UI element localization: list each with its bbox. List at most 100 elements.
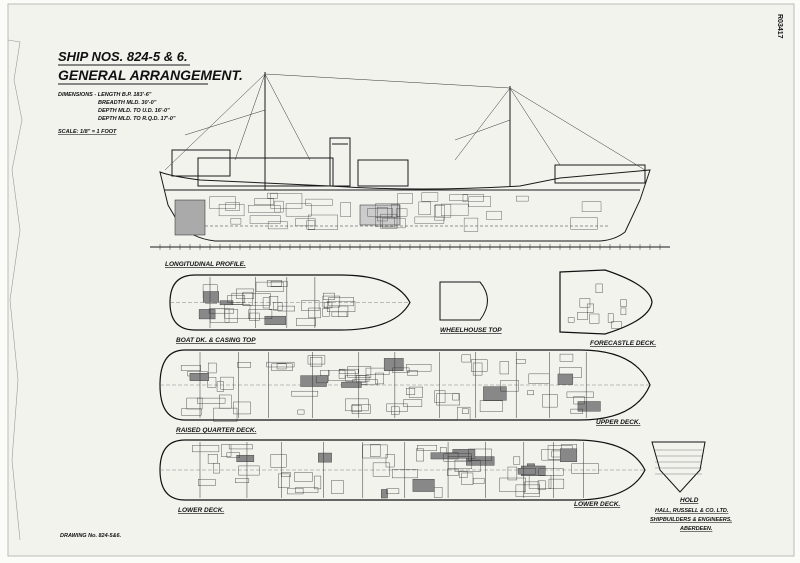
room	[339, 368, 359, 374]
compartment	[449, 194, 468, 201]
room	[249, 312, 260, 321]
room	[226, 452, 240, 458]
room	[318, 452, 332, 463]
room	[203, 291, 219, 303]
room	[416, 448, 424, 462]
view-label: HOLD	[680, 497, 699, 504]
compartment	[375, 203, 398, 218]
subtitle: GENERAL ARRANGEMENT.	[58, 67, 243, 83]
room	[386, 488, 400, 495]
room	[499, 477, 526, 492]
room	[310, 356, 323, 367]
compartment	[305, 198, 333, 206]
room	[180, 365, 202, 371]
compartment	[395, 208, 408, 217]
room	[457, 406, 471, 421]
room	[370, 444, 381, 457]
room	[483, 386, 507, 401]
view-label: UPPER DECK.	[596, 419, 641, 426]
room	[479, 400, 503, 412]
room	[570, 408, 583, 414]
room	[500, 380, 519, 392]
room	[573, 396, 585, 405]
forecastle-plan	[559, 269, 653, 335]
room	[461, 354, 471, 363]
room	[276, 363, 287, 370]
builder: SHIPBUILDERS & ENGINEERS,	[650, 517, 732, 523]
room	[446, 468, 459, 476]
room	[322, 308, 330, 317]
compartment	[249, 215, 281, 224]
room	[262, 297, 270, 309]
room	[294, 472, 313, 482]
builder: ABERDEEN.	[679, 526, 713, 532]
room	[237, 362, 251, 368]
compartment	[463, 217, 479, 232]
room	[242, 293, 271, 306]
room	[408, 386, 423, 398]
room	[314, 475, 322, 490]
view-label: BOAT DK. & CASING TOP	[176, 337, 256, 344]
room	[362, 444, 388, 459]
title: SHIP NOS. 824-5 & 6.	[58, 49, 188, 64]
view-label: LOWER DECK.	[178, 507, 224, 514]
dimension: DEPTH MLD. TO R.Q.D. 17'-0"	[98, 116, 176, 122]
room	[219, 394, 232, 409]
room	[524, 481, 540, 494]
compartment	[462, 194, 484, 202]
room	[308, 307, 321, 319]
hull-plan	[159, 349, 651, 421]
room	[430, 452, 459, 460]
compartment	[274, 200, 284, 213]
wheelhouse-plan	[439, 281, 488, 321]
compartment	[340, 202, 351, 217]
compartment	[295, 218, 316, 227]
drawing-number: DRAWING No. 824-5&6.	[60, 533, 122, 539]
fitting	[595, 283, 603, 293]
room	[236, 454, 255, 463]
compartment	[434, 205, 445, 221]
room	[278, 473, 290, 488]
room	[323, 302, 333, 309]
room	[537, 480, 546, 490]
compartment	[570, 217, 598, 230]
compartment	[435, 204, 452, 218]
room	[471, 359, 488, 372]
room	[236, 288, 255, 299]
room	[559, 448, 578, 462]
room	[186, 397, 203, 410]
torn-edge	[7, 39, 23, 541]
room	[472, 362, 483, 376]
compartment	[391, 204, 400, 218]
room	[189, 373, 209, 381]
compartment	[285, 203, 312, 217]
fitting	[579, 298, 591, 308]
room	[515, 484, 540, 497]
room	[383, 358, 404, 371]
room	[320, 370, 330, 376]
scale: SCALE: 1/8" = 1 FOOT	[58, 129, 117, 135]
fitting	[577, 312, 588, 320]
room	[331, 311, 348, 317]
room	[527, 390, 534, 396]
room	[577, 401, 601, 412]
room	[513, 456, 521, 465]
frame-ticks	[159, 244, 661, 250]
room	[412, 479, 435, 492]
room	[192, 445, 220, 453]
room	[331, 480, 344, 494]
room	[459, 470, 468, 479]
room	[468, 448, 492, 461]
stamp: R03417	[776, 14, 783, 39]
room	[266, 280, 282, 287]
room	[454, 459, 481, 472]
view-label: FORECASTLE DECK.	[590, 340, 656, 347]
sheet	[7, 3, 795, 557]
compartment	[397, 193, 413, 204]
room	[338, 369, 346, 379]
dimension: BREADTH MLD. 30'-0"	[98, 100, 157, 106]
room	[291, 390, 319, 397]
room	[224, 304, 251, 319]
room	[407, 370, 418, 376]
